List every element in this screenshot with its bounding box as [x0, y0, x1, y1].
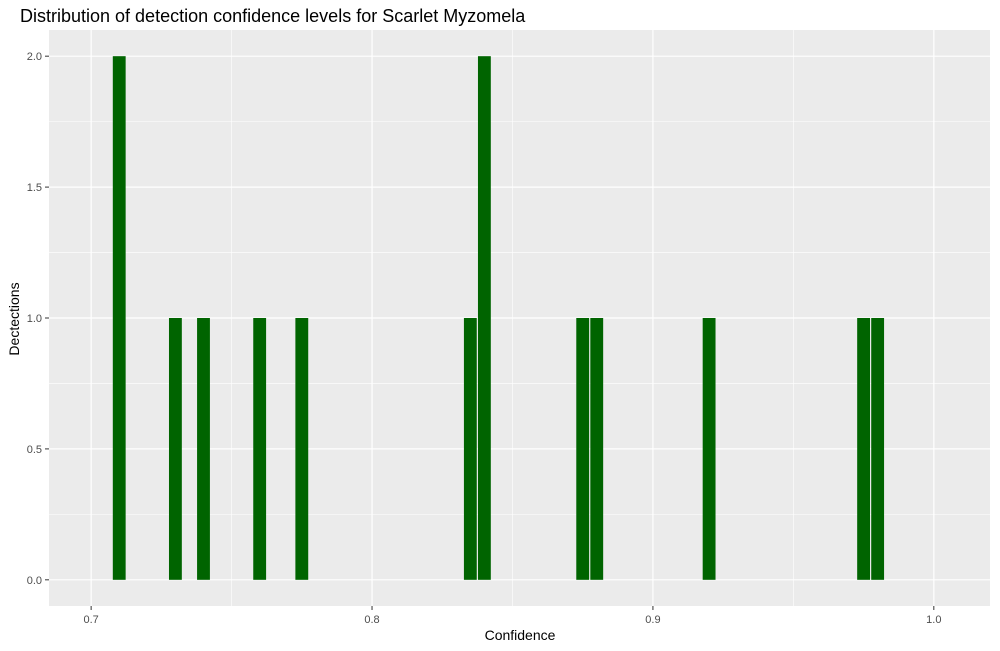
- histogram-bar: [857, 318, 871, 580]
- major-gridlines: [49, 30, 990, 606]
- x-tick-label: 0.9: [645, 614, 660, 626]
- x-tick-label: 0.8: [364, 614, 379, 626]
- y-tick-label: 0.0: [27, 575, 42, 587]
- histogram-bar: [871, 318, 885, 580]
- y-tick-label: 1.0: [27, 313, 42, 325]
- histogram-bar: [590, 318, 604, 580]
- histogram-bar: [112, 56, 126, 580]
- histogram-bar: [702, 318, 716, 580]
- y-tick-label: 1.5: [27, 182, 42, 194]
- histogram-bar: [477, 56, 491, 580]
- x-axis-ticks: 0.7 0.8 0.9 1.0: [83, 606, 941, 626]
- histogram-bar: [197, 318, 210, 580]
- y-axis-title: Dectections: [6, 282, 22, 355]
- histogram-bar: [253, 318, 267, 580]
- histogram-bar: [463, 318, 477, 580]
- chart-title: Distribution of detection confidence lev…: [20, 6, 526, 26]
- y-tick-label: 2.0: [27, 51, 42, 63]
- histogram-bar: [576, 318, 590, 580]
- y-tick-label: 0.5: [27, 444, 42, 456]
- x-tick-label: 1.0: [926, 614, 941, 626]
- bars: [112, 56, 885, 580]
- y-axis-ticks: 0.0 0.5 1.0 1.5 2.0: [27, 51, 49, 587]
- histogram-bar: [168, 318, 182, 580]
- x-axis-title: Confidence: [485, 627, 556, 643]
- x-tick-label: 0.7: [83, 614, 98, 626]
- histogram-bar: [295, 318, 309, 580]
